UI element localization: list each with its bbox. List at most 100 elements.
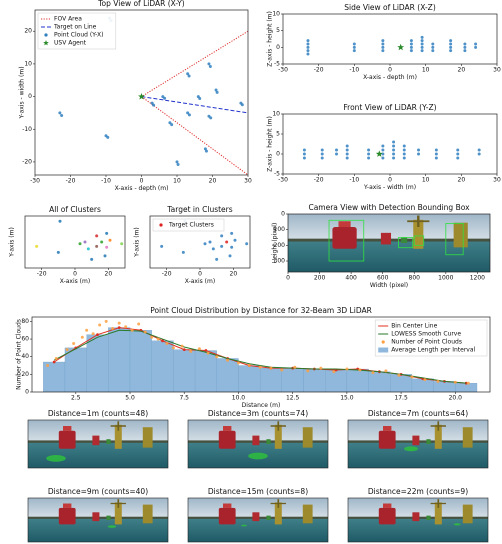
x-axis-label: X-axis (m) <box>185 278 215 285</box>
x-tick-label: 10.0 <box>232 395 246 402</box>
x-tick-label: 7.5 <box>179 395 189 402</box>
legend-swatch <box>44 33 48 37</box>
point <box>367 152 371 156</box>
y-tick-label: -10 <box>22 126 32 133</box>
yellow-cross <box>110 421 126 431</box>
point <box>208 65 212 69</box>
point <box>180 344 184 348</box>
point <box>176 163 180 167</box>
point <box>345 144 349 148</box>
x-axis-label: Y-axis - width (m) <box>363 184 416 191</box>
point <box>35 244 39 248</box>
point <box>240 103 244 107</box>
point <box>214 88 218 92</box>
point-overlay <box>241 524 247 527</box>
chart-title: Target in Clusters <box>166 205 232 214</box>
point <box>120 242 124 246</box>
point-overlay <box>404 446 418 452</box>
point <box>381 144 385 148</box>
point <box>230 231 234 235</box>
point <box>409 42 413 46</box>
x-tick-label: -30 <box>278 67 288 74</box>
sea <box>28 518 168 542</box>
point <box>60 114 64 118</box>
point <box>247 364 251 368</box>
point <box>187 74 191 78</box>
point <box>335 152 338 156</box>
point <box>381 49 385 53</box>
y-axis-label: Y-axis (m) <box>9 227 16 258</box>
point <box>431 45 435 49</box>
point <box>320 152 324 156</box>
point <box>72 341 76 345</box>
x-tick-label: -20 <box>66 178 76 185</box>
red-buoy-top <box>223 503 232 508</box>
camera-image <box>288 214 490 272</box>
y-axis-label: Height (pixel) <box>272 223 279 264</box>
y-tick-label: 20 <box>24 28 32 35</box>
axes-frame <box>282 113 498 175</box>
bar <box>86 334 109 392</box>
y-tick-label: 100 <box>274 226 286 233</box>
line-marker <box>182 348 186 352</box>
snapshot-title: Distance=3m (counts=74) <box>208 409 308 418</box>
point <box>104 319 108 323</box>
line <box>141 96 248 114</box>
plot-area <box>43 319 478 392</box>
point <box>111 326 115 330</box>
point <box>431 49 435 53</box>
point <box>384 369 388 373</box>
red-buoy <box>92 512 100 522</box>
red-buoy <box>378 430 396 449</box>
agent-star <box>375 150 383 157</box>
point <box>402 148 406 152</box>
yellow-cross <box>407 215 430 228</box>
point <box>352 42 356 46</box>
point <box>420 42 424 46</box>
yellow-cross <box>270 421 286 431</box>
green-buoy <box>426 439 431 444</box>
point <box>90 257 94 261</box>
x-tick-label: -10 <box>101 178 111 185</box>
x-tick-label: 1200 <box>470 275 485 282</box>
camera-image <box>348 420 488 468</box>
point <box>165 341 169 345</box>
point <box>83 240 87 244</box>
point <box>198 97 202 101</box>
point <box>78 242 82 246</box>
y-tick-label: 10 <box>272 111 280 118</box>
legend-label: Target on Line <box>53 24 97 31</box>
red-buoy-top <box>338 221 351 228</box>
point <box>215 90 219 94</box>
point <box>410 375 414 379</box>
bar <box>151 340 174 392</box>
point <box>225 240 229 244</box>
y-tick-label: 60 <box>21 336 29 343</box>
x-tick-label: 20 <box>458 177 466 184</box>
point <box>65 348 69 352</box>
point <box>474 42 478 46</box>
point <box>352 49 356 53</box>
yellow-tower <box>114 424 122 449</box>
point <box>236 361 240 365</box>
plot-area <box>35 219 124 261</box>
legend-box <box>152 218 225 232</box>
point <box>381 148 385 152</box>
x-tick-label: 30 <box>493 177 501 184</box>
point <box>431 42 435 46</box>
red-buoy <box>380 232 392 245</box>
agent-star <box>138 92 145 100</box>
snapshot-title: Distance=1m (counts=48) <box>48 409 148 418</box>
point <box>436 379 440 383</box>
point <box>85 328 89 332</box>
point <box>105 231 109 235</box>
x-tick-label: 20 <box>209 178 217 185</box>
snapshot-frame <box>187 497 329 543</box>
chart-title: Side View of LiDAR (X-Z) <box>344 3 436 12</box>
point <box>168 121 172 125</box>
point <box>420 49 424 53</box>
yellow-tower <box>274 424 282 449</box>
point <box>320 156 324 160</box>
x-tick-label: -20 <box>37 271 47 278</box>
y-tick-label: -5 <box>274 61 280 68</box>
